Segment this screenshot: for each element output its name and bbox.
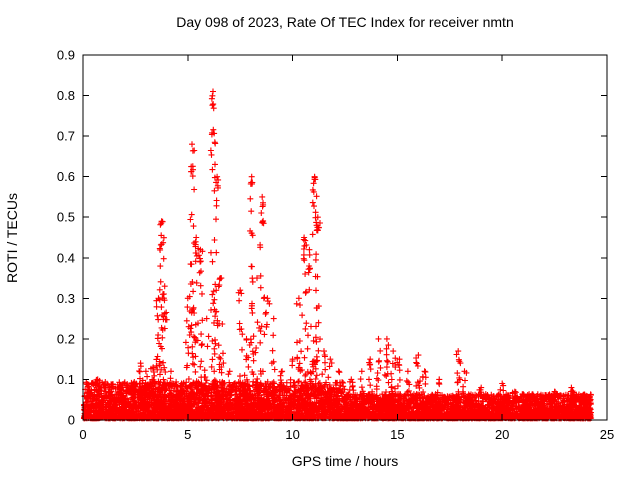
y-tick-label: 0.3 — [57, 291, 75, 306]
scatter-points-layer — [81, 88, 595, 422]
x-tick-label: 20 — [495, 427, 509, 442]
y-axis-label: ROTI / TECUs — [4, 193, 20, 283]
y-tick-label: 0.9 — [57, 48, 75, 63]
y-tick-label: 0.2 — [57, 331, 75, 346]
x-tick-label: 25 — [600, 427, 614, 442]
y-tick-label: 0.6 — [57, 169, 75, 184]
y-tick-label: 0.5 — [57, 210, 75, 225]
y-tick-label: 0.7 — [57, 129, 75, 144]
x-axis-label: GPS time / hours — [292, 453, 399, 469]
x-tick-label: 15 — [390, 427, 404, 442]
x-tick-label: 10 — [285, 427, 299, 442]
y-tick-label: 0.4 — [57, 250, 75, 265]
x-tick-label: 5 — [184, 427, 191, 442]
axes-layer: 0 5 10 15 20 25 0 0.1 0.2 0.3 0.4 0.5 0.6 0.7 0.8 0.9 — [57, 48, 614, 443]
y-tick-label: 0 — [68, 413, 75, 428]
y-tick-label: 0.1 — [57, 372, 75, 387]
plot-border — [82, 54, 608, 421]
x-tick-label: 0 — [79, 427, 86, 442]
chart-title: Day 098 of 2023, Rate Of TEC Index for r… — [176, 14, 513, 30]
y-tick-label: 0.8 — [57, 88, 75, 103]
roti-data-points — [81, 88, 595, 422]
